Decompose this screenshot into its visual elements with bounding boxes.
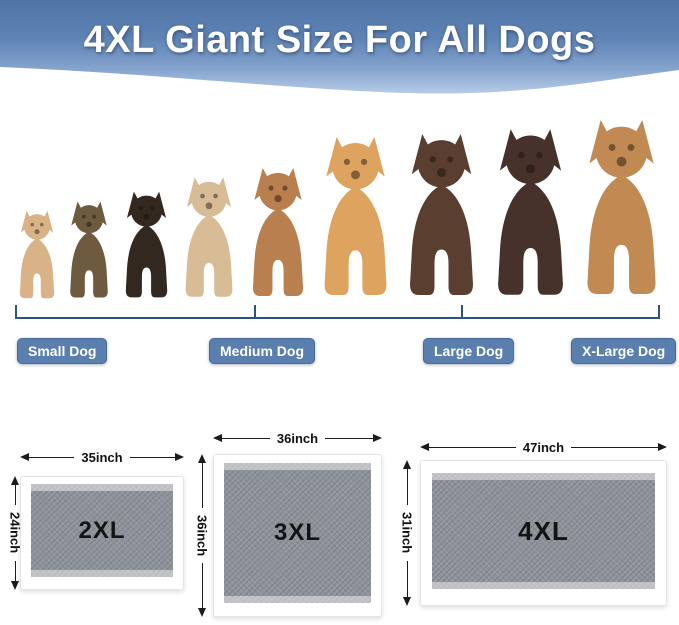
height-dimension-4xl: 31inch [399, 460, 415, 606]
arrowhead-down-icon [11, 581, 19, 590]
pad-size-label-2xl: 2XL [78, 516, 126, 544]
label-small-dog: Small Dog [17, 338, 108, 364]
dimension-line [201, 563, 203, 608]
pad-size-label-4xl: 4XL [518, 515, 569, 546]
dimension-line [406, 560, 408, 597]
arrowhead-left-icon [213, 434, 222, 442]
dimension-line [406, 469, 408, 506]
bracket-tick-small [15, 305, 17, 319]
arrowhead-left-icon [20, 453, 29, 461]
height-value-2xl: 24inch [7, 512, 23, 554]
dimension-line [14, 485, 16, 506]
pad-2xl: 2XL [20, 476, 184, 590]
dog-newfoundland-puppy-icon [489, 122, 572, 302]
width-value-4xl: 47inch [522, 439, 565, 455]
pad-size-label-3xl: 3XL [273, 519, 321, 546]
dimension-line [129, 456, 175, 458]
bracket-tick-xlarge [658, 305, 660, 319]
pad-4xl: 4XL [420, 460, 667, 606]
arrowhead-left-icon [420, 443, 429, 451]
dog-miniature-pinscher-icon [120, 187, 173, 302]
dog-shiba-inu-icon [316, 130, 395, 302]
label-large-dog: Large Dog [423, 338, 515, 364]
header-banner [0, 0, 679, 94]
dogs-row [15, 112, 665, 302]
dimension-line [29, 456, 75, 458]
height-value-4xl: 31inch [399, 512, 415, 554]
pad-surface-4xl: 4XL [432, 473, 655, 589]
width-dimension-4xl: 47inch [420, 439, 667, 455]
bracket-tick-large [461, 305, 463, 319]
dog-french-bulldog-icon [179, 172, 239, 302]
dog-labrador-puppy-icon [401, 127, 482, 302]
dog-yorkshire-terrier-icon [65, 197, 113, 302]
pad-surface-3xl: 3XL [224, 463, 371, 603]
width-dimension-2xl: 35inch [20, 449, 184, 465]
label-medium-dog: Medium Dog [209, 338, 315, 364]
label-xlarge-dog: X-Large Dog [571, 338, 677, 364]
dimension-line [201, 463, 203, 508]
dimension-line [571, 446, 658, 448]
dog-bull-terrier-icon [246, 162, 310, 302]
arrowhead-right-icon [658, 443, 667, 451]
dog-boxer-icon [578, 112, 665, 302]
dog-chihuahua-icon [15, 207, 59, 302]
dimension-line [429, 446, 516, 448]
page-title: 4XL Giant Size For All Dogs [83, 19, 596, 61]
dimension-line [222, 437, 270, 439]
header-wave-shape [0, 0, 679, 94]
bracket-tick-medium [254, 305, 256, 319]
arrowhead-right-icon [373, 434, 382, 442]
width-value-3xl: 36inch [276, 430, 319, 446]
width-dimension-3xl: 36inch [213, 430, 382, 446]
height-dimension-2xl: 24inch [7, 476, 23, 590]
arrowhead-down-icon [198, 608, 206, 617]
dimension-line [325, 437, 373, 439]
arrowhead-up-icon [11, 476, 19, 485]
arrowhead-down-icon [403, 597, 411, 606]
width-value-2xl: 35inch [81, 449, 123, 465]
dimension-line [14, 560, 16, 581]
height-dimension-3xl: 36inch [194, 454, 210, 617]
pad-surface-2xl: 2XL [31, 484, 173, 577]
arrowhead-up-icon [198, 454, 206, 463]
arrowhead-right-icon [175, 453, 184, 461]
size-bracket-line [15, 317, 660, 319]
pad-3xl: 3XL [213, 454, 382, 617]
arrowhead-up-icon [403, 460, 411, 469]
height-value-3xl: 36inch [194, 514, 210, 557]
